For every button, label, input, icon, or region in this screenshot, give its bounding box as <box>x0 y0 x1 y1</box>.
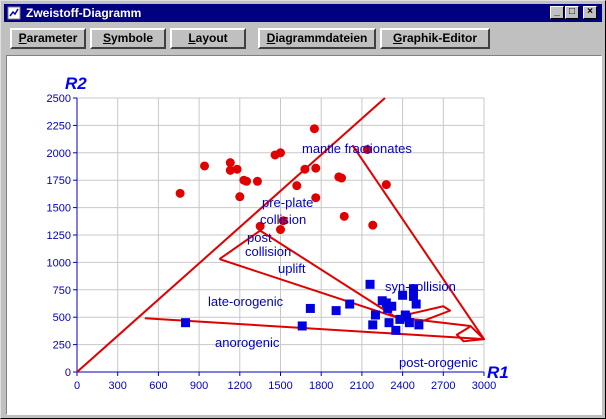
boundary-post-orogenic-loop <box>395 316 485 343</box>
circle-point <box>362 145 372 155</box>
circle-point <box>311 193 321 203</box>
circle-point <box>381 180 391 190</box>
square-point <box>297 321 307 331</box>
toolbar: Parameter Symbole Layout Diagrammdateien… <box>4 25 602 52</box>
app-icon <box>7 6 21 20</box>
y-axis-title: R2 <box>65 74 87 93</box>
y-tick-label: 2000 <box>47 148 71 160</box>
region-label-post-orogenic: post-orogenic <box>399 355 478 370</box>
parameter-button[interactable]: Parameter <box>10 28 86 49</box>
square-point <box>345 299 355 309</box>
y-tick-label: 500 <box>53 312 71 324</box>
y-tick-label: 1000 <box>47 257 71 269</box>
region-label-syn-collision: syn-collision <box>385 279 456 294</box>
square-point <box>391 325 401 335</box>
region-label-post: post <box>247 230 272 245</box>
region-label-pre-plate: pre-plate <box>262 195 313 210</box>
x-tick-label: 3000 <box>472 380 496 392</box>
axes: 0 300 600 900 1200 1500 1800 2100 2400 2700 3000 0 2… <box>47 93 497 392</box>
square-point <box>181 318 191 328</box>
x-tick-label: 600 <box>149 380 167 392</box>
circle-point <box>200 161 210 171</box>
square-point <box>370 310 380 320</box>
diagrammdateien-button[interactable]: Diagrammdateien <box>258 28 376 49</box>
y-tick-label: 1250 <box>47 230 71 242</box>
circle-point <box>337 173 347 183</box>
region-labels: mantle fractionates pre-plate collision … <box>208 141 478 370</box>
square-point <box>384 318 394 328</box>
title-bar[interactable]: Zweistoff-Diagramm _ □ × <box>4 4 602 22</box>
x-tick-label: 1500 <box>268 380 292 392</box>
data-points <box>175 124 424 335</box>
square-point <box>411 299 421 309</box>
circle-point <box>309 124 319 134</box>
square-point <box>395 314 405 324</box>
circle-point <box>278 216 288 226</box>
region-label-uplift: uplift <box>278 261 306 276</box>
square-point <box>331 306 341 316</box>
square-point <box>381 298 391 308</box>
x-tick-label: 2700 <box>431 380 455 392</box>
maximize-button[interactable]: □ <box>565 6 579 19</box>
circle-point <box>225 165 235 175</box>
region-label-late-orogenic: late-orogenic <box>208 294 284 309</box>
circle-point <box>292 181 302 191</box>
x-tick-label: 1200 <box>228 380 252 392</box>
square-point <box>305 303 315 313</box>
region-label-post-collision: collision <box>245 244 291 259</box>
circle-point <box>252 176 262 186</box>
x-tick-label: 1800 <box>309 380 333 392</box>
circle-point <box>300 164 310 174</box>
region-label-anorogenic: anorogenic <box>215 335 280 350</box>
r1-r2-chart: 0 300 600 900 1200 1500 1800 2100 2400 2700 3000 0 2… <box>47 74 509 392</box>
symbole-button[interactable]: Symbole <box>90 28 166 49</box>
minimize-button[interactable]: _ <box>550 6 564 19</box>
circle-point <box>339 211 349 221</box>
circle-point <box>311 163 321 173</box>
graphik-editor-button[interactable]: Graphik-Editor <box>380 28 490 49</box>
circle-point <box>255 221 265 231</box>
square-point <box>414 320 424 330</box>
region-label-mantle-fractionates: mantle fractionates <box>302 141 412 156</box>
y-tick-label: 2250 <box>47 120 71 132</box>
circle-point <box>232 164 242 174</box>
x-tick-label: 2400 <box>390 380 414 392</box>
square-point <box>365 279 375 289</box>
circle-point <box>175 188 185 198</box>
region-label-collision: collision <box>260 212 306 227</box>
y-tick-label: 1750 <box>47 175 71 187</box>
circle-point <box>235 192 245 202</box>
circle-point <box>242 176 252 186</box>
plot-area[interactable]: 0 300 600 900 1200 1500 1800 2100 2400 2700 3000 0 2… <box>6 55 602 415</box>
square-point <box>398 290 408 300</box>
y-tick-label: 250 <box>53 340 71 352</box>
y-tick-label: 750 <box>53 285 71 297</box>
window-title: Zweistoff-Diagramm <box>26 6 142 20</box>
x-tick-label: 0 <box>74 380 80 392</box>
x-axis-title: R1 <box>487 363 509 382</box>
close-button[interactable]: × <box>583 6 597 19</box>
grid <box>76 97 485 373</box>
x-tick-label: 300 <box>109 380 127 392</box>
layout-button[interactable]: Layout <box>170 28 246 49</box>
boundary-uplift <box>219 258 397 319</box>
x-tick-label: 2100 <box>350 380 374 392</box>
x-tick-label: 900 <box>190 380 208 392</box>
square-point <box>408 291 418 301</box>
circle-point <box>368 220 378 230</box>
square-point <box>404 318 414 328</box>
circle-point <box>225 158 235 168</box>
square-point <box>368 320 378 330</box>
y-tick-label: 0 <box>65 367 71 379</box>
boundary-mantle-line <box>76 97 386 373</box>
circle-point <box>276 225 285 235</box>
square-point <box>387 301 397 311</box>
y-tick-label: 2500 <box>47 93 71 105</box>
y-tick-label: 1500 <box>47 203 71 215</box>
square-point <box>402 312 412 322</box>
square-point <box>408 284 418 294</box>
circle-point <box>276 148 285 158</box>
